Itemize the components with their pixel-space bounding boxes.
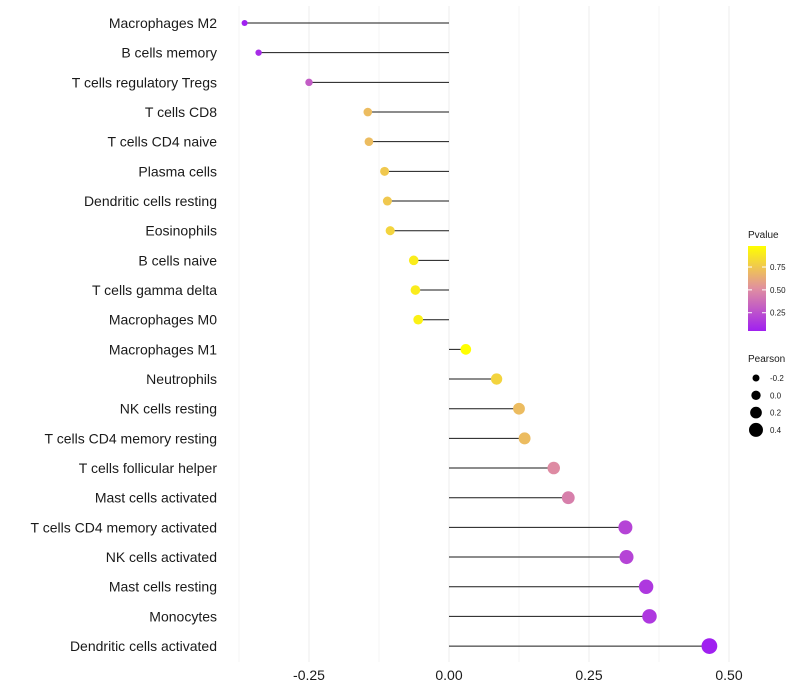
- size-legend-label: 0.4: [770, 426, 782, 435]
- category-label: NK cells activated: [106, 549, 217, 565]
- size-legend-dot: [750, 406, 762, 419]
- pvalue-legend: Pvalue 0.75 0.50 0.25: [748, 230, 786, 331]
- category-label: Macrophages M2: [109, 15, 217, 31]
- category-label: T cells regulatory Tregs: [72, 74, 217, 90]
- lollipop-point: [638, 579, 654, 594]
- size-legend-dot: [752, 374, 760, 382]
- category-label: Neutrophils: [146, 371, 217, 387]
- lollipop-point: [642, 609, 657, 624]
- lollipop-point: [363, 107, 373, 117]
- size-legend-dot: [751, 390, 761, 400]
- lollipop-point: [255, 49, 262, 56]
- category-label: Mast cells activated: [95, 490, 217, 506]
- lollipop-point: [305, 78, 313, 87]
- colorbar-tick-label: 0.50: [770, 286, 786, 295]
- category-label: Dendritic cells resting: [84, 193, 217, 209]
- points-layer: [241, 19, 718, 654]
- category-label: Macrophages M1: [109, 341, 217, 357]
- lollipop-point: [413, 314, 424, 325]
- lollipop-point: [618, 520, 633, 535]
- size-legend-label: -0.2: [770, 374, 784, 383]
- category-label: Dendritic cells activated: [70, 638, 217, 654]
- x-tick-label: 0.50: [715, 667, 742, 683]
- category-label: T cells gamma delta: [92, 282, 217, 298]
- pvalue-colorbar: [748, 246, 766, 331]
- category-label: B cells naive: [138, 252, 217, 268]
- pearson-legend: Pearson -0.2 0.0 0.2 0.4: [748, 354, 785, 437]
- lollipop-point: [408, 255, 419, 266]
- x-tick-label: 0.00: [435, 667, 462, 683]
- lollipop-point: [410, 285, 421, 295]
- lollipop-point: [460, 344, 472, 355]
- x-tick-label: 0.25: [575, 667, 602, 683]
- stems-layer: [244, 22, 710, 647]
- category-label: B cells memory: [121, 45, 217, 61]
- category-label: Macrophages M0: [109, 312, 217, 328]
- category-label: T cells follicular helper: [79, 460, 218, 476]
- x-axis-ticks: -0.25 0.00 0.25 0.50: [293, 667, 743, 683]
- lollipop-point: [518, 432, 531, 445]
- lollipop-point: [490, 373, 503, 385]
- category-label: T cells CD4 memory activated: [31, 519, 217, 535]
- category-label: T cells CD8: [145, 104, 217, 120]
- category-label: NK cells resting: [120, 401, 217, 417]
- pearson-legend-title: Pearson: [748, 354, 785, 365]
- category-label: Monocytes: [149, 608, 217, 624]
- lollipop-point: [382, 196, 392, 206]
- category-label: T cells CD4 naive: [108, 134, 218, 150]
- lollipop-point: [241, 19, 248, 27]
- category-label: T cells CD4 memory resting: [45, 430, 217, 446]
- grid-layer: [238, 6, 730, 662]
- y-axis-labels: Macrophages M2 B cells memory T cells regu…: [31, 15, 218, 654]
- colorbar-tick-label: 0.25: [770, 309, 786, 318]
- lollipop-point: [561, 491, 575, 505]
- x-tick-label: -0.25: [293, 667, 325, 683]
- category-label: Eosinophils: [145, 223, 217, 239]
- lollipop-point: [547, 461, 560, 475]
- category-label: Plasma cells: [138, 163, 217, 179]
- lollipop-point: [513, 402, 525, 415]
- size-legend-label: 0.2: [770, 409, 782, 418]
- category-label: Mast cells resting: [109, 579, 217, 595]
- lollipop-point: [380, 166, 390, 176]
- lollipop-point: [619, 550, 634, 565]
- lollipop-point: [385, 226, 395, 236]
- pvalue-legend-title: Pvalue: [748, 230, 779, 241]
- size-legend-label: 0.0: [770, 391, 782, 400]
- lollipop-point: [364, 137, 374, 147]
- size-legend-dot: [749, 422, 763, 437]
- lollipop-point: [701, 638, 718, 654]
- colorbar-tick-label: 0.75: [770, 263, 786, 272]
